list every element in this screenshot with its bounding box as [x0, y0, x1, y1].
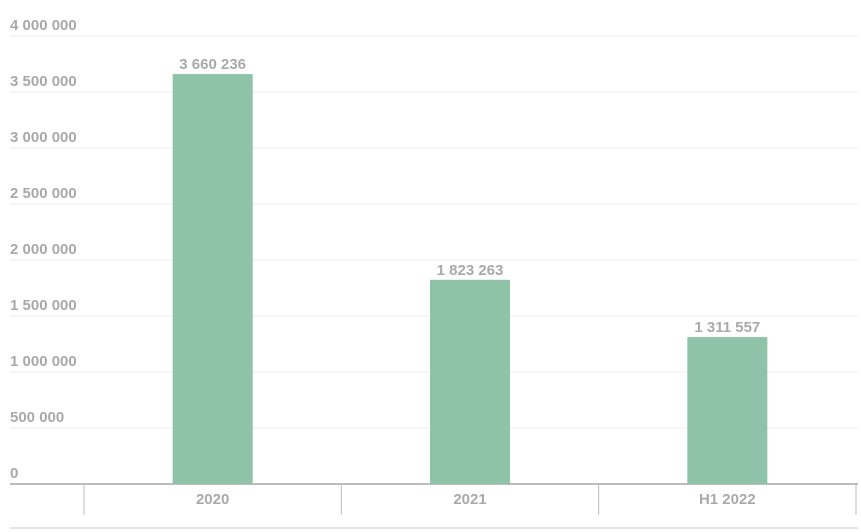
value-label: 1 311 557 [694, 319, 760, 336]
bar [430, 279, 510, 484]
y-tick-label: 1 500 000 [10, 297, 77, 314]
y-tick-label: 500 000 [10, 409, 64, 426]
y-tick-label: 2 000 000 [10, 241, 77, 258]
bar [687, 337, 768, 484]
bar [172, 74, 253, 485]
value-label: 3 660 236 [179, 56, 246, 73]
value-label: 1 823 263 [437, 262, 504, 279]
y-tick-label: 3 500 000 [10, 73, 77, 90]
x-tick-label: 2021 [453, 491, 486, 508]
y-tick-label: 3 000 000 [10, 129, 77, 146]
x-tick-label: H1 2022 [699, 491, 756, 508]
x-tick-label: 2020 [196, 491, 229, 508]
y-tick-label: 0 [10, 465, 18, 482]
y-tick-label: 1 000 000 [10, 353, 77, 370]
y-tick-label: 2 500 000 [10, 185, 77, 202]
y-tick-label: 4 000 000 [10, 17, 77, 34]
